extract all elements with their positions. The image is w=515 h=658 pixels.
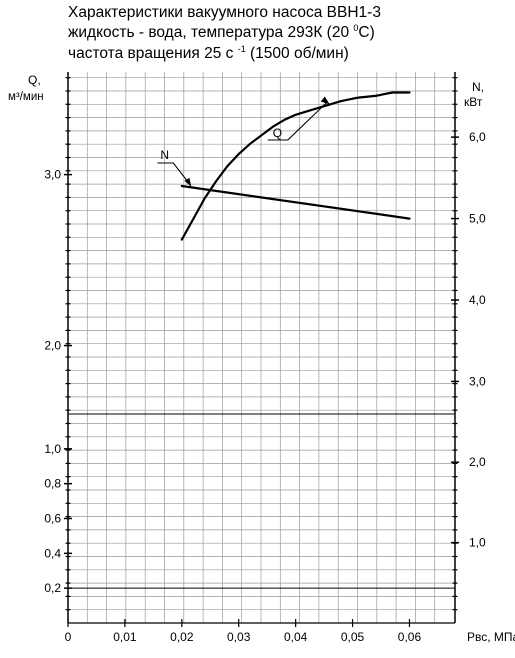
right-tick-label: 3,0 (469, 374, 486, 388)
right-tick-label: 5,0 (469, 212, 486, 226)
left-tick-label: 0,6 (44, 512, 61, 526)
series-label-n: N (160, 148, 169, 162)
chart-title-line-2: жидкость - вода, температура 293К (20 0С… (68, 23, 375, 43)
title-line-2-superscript: 0 (353, 23, 359, 33)
left-axis-label-symbol: Q, (28, 73, 41, 87)
left-axis-label-unit: м³/мин (8, 91, 44, 103)
leader-line-n (157, 162, 190, 185)
labels: 0 0,01 0,02 0,03 0,04 0,05 0,06 Рвс, МПа 2,0 3,0 0… (8, 73, 515, 644)
series (157, 91, 411, 241)
grid (68, 72, 455, 623)
axes (64, 72, 459, 627)
right-axis-label-unit: кВт (464, 95, 483, 109)
x-tick-label: 0,03 (227, 630, 251, 644)
left-tick-label: 0,8 (44, 477, 61, 491)
series-label-q: Q (273, 126, 282, 140)
title-line-3-superscript: -1 (237, 44, 246, 54)
x-tick-label: 0,06 (398, 630, 422, 644)
leader-arrow-q (320, 96, 330, 105)
left-tick-label: 0,4 (44, 546, 61, 560)
chart-title-line-1: Характеристики вакуумного насоса ВВН1-3 (68, 4, 381, 21)
x-tick-label: 0,01 (113, 630, 137, 644)
title-line-2-text-end: С) (358, 24, 375, 41)
left-tick-label: 3,0 (44, 168, 61, 182)
x-tick-label: 0,04 (284, 630, 308, 644)
series-line-q (180, 91, 411, 241)
title-line-2-text: жидкость - вода, температура 293К (20 (68, 24, 354, 41)
leader-arrow-n (184, 177, 192, 187)
title-line-3-text-end: (1500 об/мин) (245, 45, 349, 62)
x-tick-label: 0 (65, 630, 72, 644)
left-tick-label: 2,0 (44, 339, 61, 353)
right-axis-label-symbol: N, (472, 80, 484, 94)
leader-line-q (267, 101, 329, 141)
chart-title-line-3: частота вращения 25 с -1 (1500 об/мин) (68, 44, 349, 64)
right-tick-label: 6,0 (469, 130, 486, 144)
left-tick-label: 1,0 (44, 442, 61, 456)
x-tick-label: 0,02 (170, 630, 194, 644)
x-tick-label: 0,05 (341, 630, 365, 644)
x-axis-label: Рвс, МПа (467, 630, 515, 644)
right-tick-label: 2,0 (469, 455, 486, 469)
left-tick-label: 0,2 (44, 581, 61, 595)
right-tick-label: 4,0 (469, 293, 486, 307)
title-line-3-text: частота вращения 25 с (68, 45, 238, 62)
series-line-n (180, 184, 411, 220)
right-tick-label: 1,0 (469, 536, 486, 550)
